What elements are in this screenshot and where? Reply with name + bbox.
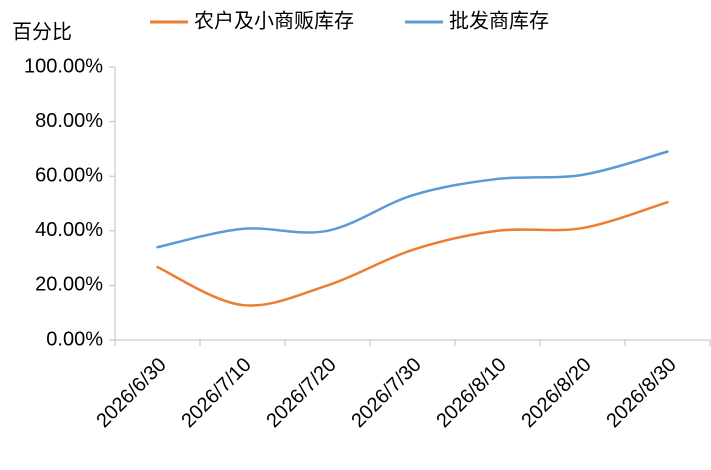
legend-label: 农户及小商贩库存 xyxy=(194,9,354,32)
y-tick-label: 60.00% xyxy=(35,164,103,186)
line-series xyxy=(156,150,669,249)
x-tick-label: 2026/7/30 xyxy=(347,354,425,432)
y-tick-label: 100.00% xyxy=(24,55,103,77)
x-tick-label: 2026/8/20 xyxy=(517,354,595,432)
y-tick-label: 20.00% xyxy=(35,274,103,296)
line-series xyxy=(156,200,669,307)
x-tick-label: 2026/8/30 xyxy=(602,354,680,432)
x-tick-label: 2026/8/10 xyxy=(432,354,510,432)
x-tick-label: 2026/7/10 xyxy=(177,354,255,432)
y-tick-label: 80.00% xyxy=(35,110,103,132)
y-axis-label: 百分比 xyxy=(12,20,72,43)
x-tick-label: 2026/6/30 xyxy=(92,354,170,432)
y-tick-label: 40.00% xyxy=(35,219,103,241)
x-tick-label: 2026/7/20 xyxy=(262,354,340,432)
legend-label: 批发商库存 xyxy=(449,9,549,32)
y-tick-label: 0.00% xyxy=(46,328,103,350)
